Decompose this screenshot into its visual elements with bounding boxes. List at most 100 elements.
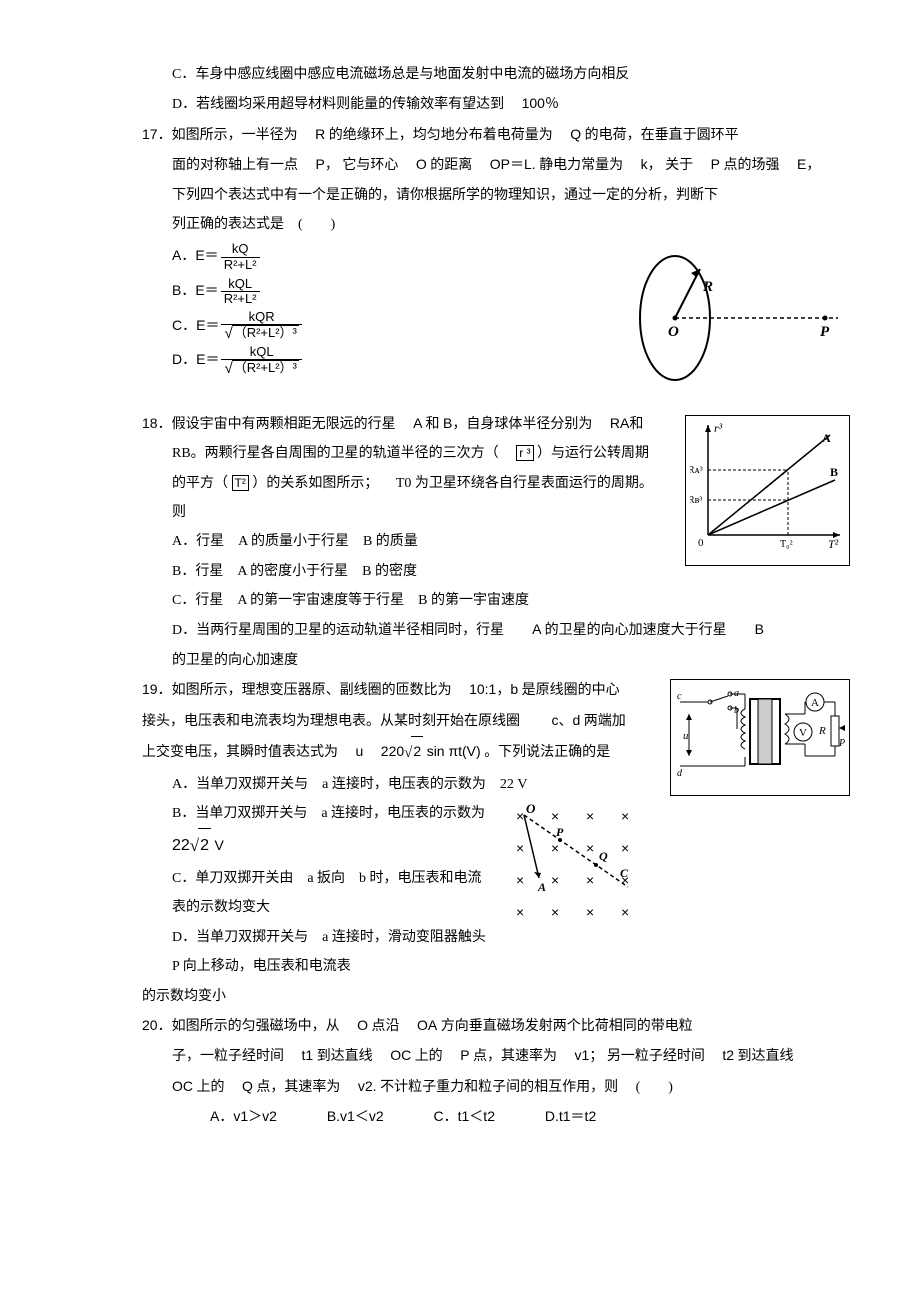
svg-text:×: ×: [586, 840, 594, 856]
q17-s1c: 的电荷，在垂直于圆环平: [585, 128, 739, 143]
q17-s4: 列正确的表达式是 ( ): [100, 210, 850, 239]
q18-number: 18．: [142, 415, 172, 431]
q17-k: k，: [641, 156, 662, 172]
q17-s3: 下列四个表达式中有一个是正确的，请你根据所学的物理知识，通过一定的分析，判断下: [100, 181, 850, 210]
svg-text:R: R: [702, 279, 713, 295]
q20-s2b: t1: [302, 1047, 314, 1063]
q19-s3b: u: [356, 743, 364, 759]
svg-text:×: ×: [551, 840, 559, 856]
q19-s3c: 220: [381, 743, 404, 759]
svg-text:P: P: [556, 825, 564, 839]
q19-s1c: 是原线圈的中心: [522, 683, 620, 698]
q20-s2i: 另一粒子经时间: [607, 1049, 705, 1064]
svg-text:T₀²: T₀²: [780, 539, 793, 550]
q17-s1b: 的绝缘环上，均匀地分布着电荷量为: [329, 128, 553, 143]
q17-s1a: 如图所示，一半径为: [172, 128, 298, 143]
svg-text:V: V: [799, 727, 807, 739]
q18-s2c: ）与运行公转周期: [537, 446, 649, 461]
q20-s3f: 不计粒子重力和粒子间的相互作用，则: [380, 1080, 618, 1095]
q17-Q: Q: [570, 126, 581, 142]
q19-option-b: B．当单刀双掷开关与 a 连接时，电压表的示数为 22√2 V: [100, 799, 850, 864]
svg-text:d: d: [677, 768, 683, 779]
svg-text:r³: r³: [714, 421, 723, 435]
q20-s3c: Q: [242, 1078, 253, 1094]
q16-option-c: C．车身中感应线圈中感应电流磁场总是与地面发射中电流的磁场方向相反: [100, 60, 850, 89]
svg-text:c: c: [677, 691, 682, 702]
q20-s3b: 上的: [197, 1080, 225, 1095]
q17-E: E，: [797, 156, 820, 172]
q17-O: O: [416, 156, 427, 172]
q20: 20．如图所示的匀强磁场中，从 O 点沿 OA 方向垂直磁场发射两个比荷相同的带…: [100, 1011, 850, 1132]
q20-number: 20．: [142, 1017, 172, 1033]
q20-s3d: 点，其速率为: [256, 1080, 340, 1095]
q20-option-b: B.v1＜v2: [327, 1102, 384, 1131]
svg-text:0: 0: [698, 537, 704, 549]
q19-option-c: C．单刀双掷开关由 a 扳向 b 时，电压表和电流表的示数均变大: [100, 864, 850, 923]
q16-d-text: D．若线圈均采用超导材料则能量的传输效率有望达到: [172, 97, 504, 112]
q20-s2j: t2: [722, 1047, 734, 1063]
q18-s1a: 假设宇宙中有两颗相距无限远的行星: [172, 417, 396, 432]
q19-s2c: 两端加: [584, 714, 626, 729]
svg-text:A: A: [537, 880, 546, 894]
q20-s2d: OC: [390, 1047, 411, 1063]
q20-s2k: 到达直线: [738, 1049, 794, 1064]
q18-s2b: r ³: [516, 445, 533, 461]
q20-s2h: v1；: [575, 1047, 604, 1063]
q18-option-d: D．当两行星周围的卫星的运动轨道半径相同时，行星 A 的卫星的向心加速度大于行星…: [100, 615, 850, 645]
svg-text:Rᴀ³: Rᴀ³: [690, 465, 703, 476]
q17-number: 17．: [142, 126, 172, 142]
q19-s2a: 接头，电压表和电流表均为理想电表。从某时刻开始在原线圈: [142, 714, 520, 729]
q19-s1b: 10:1，b: [469, 681, 518, 697]
q18-s1d: RA和: [610, 415, 643, 431]
svg-text:A: A: [822, 431, 831, 445]
svg-text:A: A: [811, 697, 819, 709]
q20-s3a: OC: [172, 1078, 193, 1094]
svg-text:×: ×: [551, 904, 559, 920]
svg-text:×: ×: [516, 904, 524, 920]
q17-s2a: 面的对称轴上有一点: [172, 158, 298, 173]
q18-s1c: B，自身球体半径分别为: [443, 415, 592, 431]
q18-s3d: T0 为卫星环绕各自行星表面运行的周期。: [396, 476, 653, 491]
q18-figure: r³ T² 0 A B Rᴀ³ Rʙ³ T₀²: [685, 415, 850, 566]
q17-P: P，: [316, 156, 339, 172]
q18-s3c: ）的关系如图所示；: [252, 476, 378, 491]
q17-s2e: 关于: [665, 158, 693, 173]
q17-figure: R O P: [620, 243, 850, 404]
svg-text:Q: Q: [599, 849, 608, 863]
q19-figure: c d a b u: [670, 679, 850, 795]
q16-option-d: D．若线圈均采用超导材料则能量的传输效率有望达到 100％: [100, 89, 850, 119]
svg-text:O: O: [668, 324, 679, 340]
q17-s2d: 静电力常量为: [539, 158, 623, 173]
q18: r³ T² 0 A B Rᴀ³ Rʙ³ T₀² 18．假设宇宙中有两颗相距无限远…: [100, 409, 850, 676]
q20-figure: ×××× ×××× ×××× ×××× O P Q C A: [506, 803, 656, 944]
q20-s3e: v2.: [358, 1078, 377, 1094]
q19-option-d: D．当单刀双掷开关与 a 连接时，滑动变阻器触头 P 向上移动，电压表和电流表: [100, 923, 850, 982]
svg-text:Rʙ³: Rʙ³: [690, 495, 702, 506]
q20-option-a: A．v1＞v2: [210, 1102, 277, 1131]
q18-s2a: RB。两颗行星各自周围的卫星的轨道半径的三次方（: [172, 446, 499, 461]
svg-text:P: P: [838, 738, 845, 749]
q20-s1a: 如图所示的匀强磁场中，从: [172, 1019, 340, 1034]
svg-text:B: B: [830, 465, 838, 479]
q17-P2: P: [711, 156, 720, 172]
q20-options: A．v1＞v2 B.v1＜v2 C．t1＜t2 D.t1＝t2: [100, 1102, 850, 1131]
q17-R: R: [315, 126, 325, 142]
svg-text:×: ×: [586, 904, 594, 920]
svg-text:×: ×: [586, 872, 594, 888]
q20-s1b: O: [357, 1017, 368, 1033]
svg-text:×: ×: [621, 840, 629, 856]
q20-s3g: ( ): [636, 1080, 673, 1095]
q20-s2g: 点，其速率为: [473, 1049, 557, 1064]
q17-s2b: 它与环心: [342, 158, 398, 173]
q20-option-c: C．t1＜t2: [434, 1102, 495, 1131]
svg-text:×: ×: [516, 808, 524, 824]
q17-s2f: 点的场强: [723, 158, 779, 173]
svg-text:u: u: [683, 730, 689, 742]
q19-s3e: sin πt(V): [427, 743, 481, 759]
q20-s2e: 上的: [415, 1049, 443, 1064]
q18-s3a: 的平方（: [172, 476, 228, 491]
svg-text:T²: T²: [828, 537, 839, 550]
q19-number: 19．: [142, 681, 172, 697]
q20-s2a: 子，一粒子经时间: [172, 1049, 284, 1064]
q20-s1c: 点沿: [371, 1019, 399, 1034]
